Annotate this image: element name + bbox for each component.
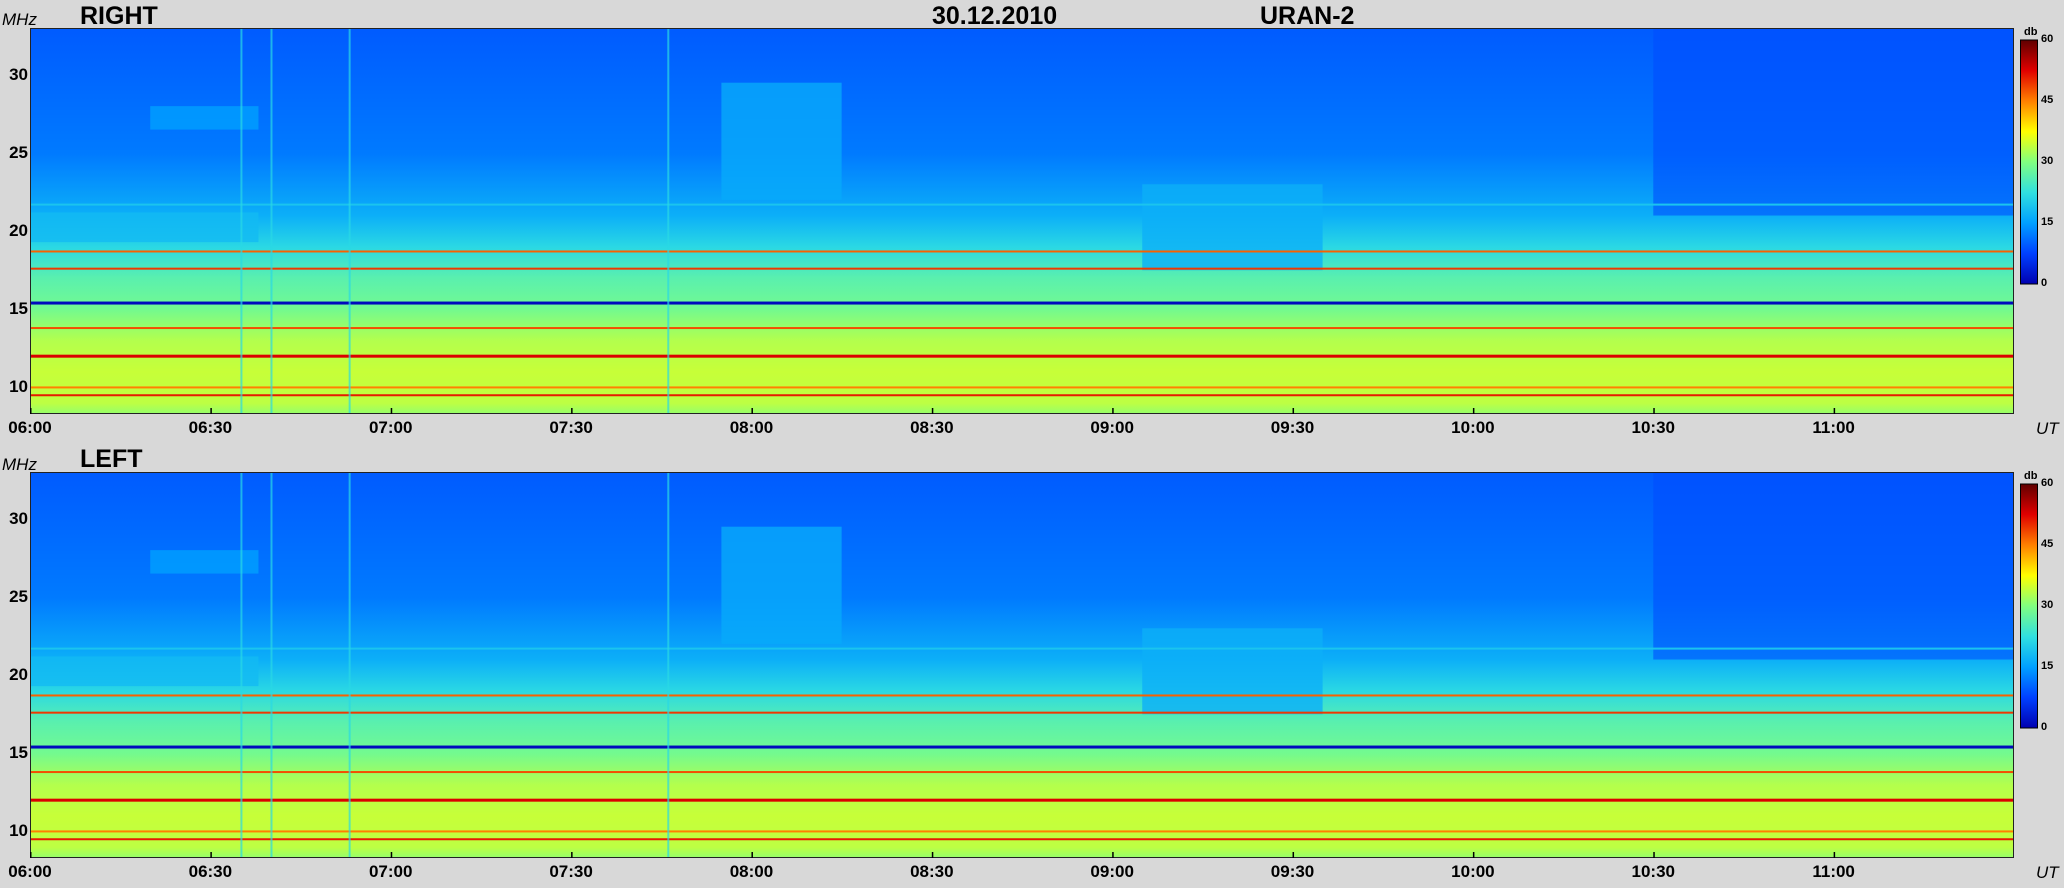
spectrogram-right <box>30 28 2014 414</box>
y-tick-label: 10 <box>9 377 28 397</box>
x-tick-label: 07:00 <box>368 418 413 437</box>
y-tick-label: 25 <box>9 143 28 163</box>
colorbar-tick-label: 30 <box>2041 155 2054 167</box>
y-tick-label: 15 <box>9 299 28 319</box>
colorbar-tick-label: 0 <box>2041 277 2048 289</box>
x-tick-label: 08:00 <box>729 862 774 881</box>
x-tick-label: 06:00 <box>8 862 52 881</box>
x-tick-label: 06:30 <box>188 862 233 881</box>
x-tick-label: 07:30 <box>549 418 593 437</box>
x-tick-label: 10:00 <box>1451 418 1495 437</box>
x-tick-label: 06:00 <box>8 418 52 437</box>
x-unit-right: UT <box>2036 419 2059 438</box>
colorbar-tick-label: 45 <box>2041 538 2054 550</box>
x-tick-label: 11:00 <box>1812 862 1855 881</box>
panel-title-left: LEFT <box>80 445 143 473</box>
x-tick-label: 09:00 <box>1090 862 1134 881</box>
colorbar-unit: db <box>2024 26 2038 38</box>
x-tick-label: 10:30 <box>1631 862 1675 881</box>
x-tick-label: 06:30 <box>188 418 233 437</box>
x-tick-label: 11:00 <box>1812 418 1855 437</box>
x-unit-left: UT <box>2036 863 2059 882</box>
y-tick-label: 15 <box>9 743 28 763</box>
instrument-name: URAN-2 <box>1260 2 1355 30</box>
x-tick-label: 09:30 <box>1270 418 1315 437</box>
y-tick-label: 20 <box>9 221 28 241</box>
colorbar-tick-label: 60 <box>2041 477 2054 489</box>
colorbar-tick-label: 0 <box>2041 721 2048 733</box>
colorbar-right <box>2020 39 2038 285</box>
colorbar-tick-label: 30 <box>2041 599 2054 611</box>
spectrogram-left <box>30 472 2014 858</box>
colorbar-unit: db <box>2024 470 2038 482</box>
x-tick-label: 09:30 <box>1270 862 1315 881</box>
x-tick-label: 08:30 <box>910 862 954 881</box>
x-tick-label: 08:30 <box>910 418 954 437</box>
colorbar-tick-label: 45 <box>2041 94 2054 106</box>
y-tick-label: 10 <box>9 821 28 841</box>
y-tick-label: 25 <box>9 587 28 607</box>
y-unit-right: MHz <box>2 10 37 29</box>
y-tick-label: 20 <box>9 665 28 685</box>
chart-date: 30.12.2010 <box>932 2 1058 30</box>
y-unit-left: MHz <box>2 455 37 474</box>
x-tick-label: 07:00 <box>368 862 413 881</box>
colorbar-left <box>2020 483 2038 729</box>
colorbar-tick-label: 60 <box>2041 33 2054 45</box>
colorbar-tick-label: 15 <box>2041 216 2054 228</box>
y-tick-label: 30 <box>9 64 28 84</box>
y-tick-label: 30 <box>9 508 28 528</box>
panel-title-right: RIGHT <box>80 2 158 30</box>
x-tick-label: 10:00 <box>1451 862 1495 881</box>
x-tick-label: 09:00 <box>1090 418 1134 437</box>
x-tick-label: 07:30 <box>549 862 593 881</box>
x-tick-label: 10:30 <box>1631 418 1675 437</box>
x-tick-label: 08:00 <box>729 418 774 437</box>
colorbar-tick-label: 15 <box>2041 660 2054 672</box>
